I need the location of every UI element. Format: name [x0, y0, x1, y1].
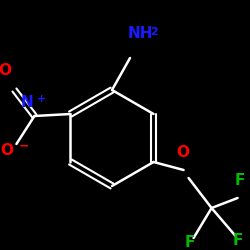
Text: NH: NH: [128, 26, 154, 41]
Text: O: O: [0, 63, 11, 78]
Text: 2: 2: [150, 27, 158, 37]
Text: +: +: [36, 94, 46, 104]
Text: N: N: [21, 95, 34, 110]
Text: F: F: [232, 233, 243, 248]
Text: F: F: [184, 235, 195, 250]
Text: O: O: [176, 145, 189, 160]
Text: −: −: [18, 140, 29, 153]
Text: O: O: [0, 143, 13, 158]
Text: F: F: [234, 173, 245, 188]
